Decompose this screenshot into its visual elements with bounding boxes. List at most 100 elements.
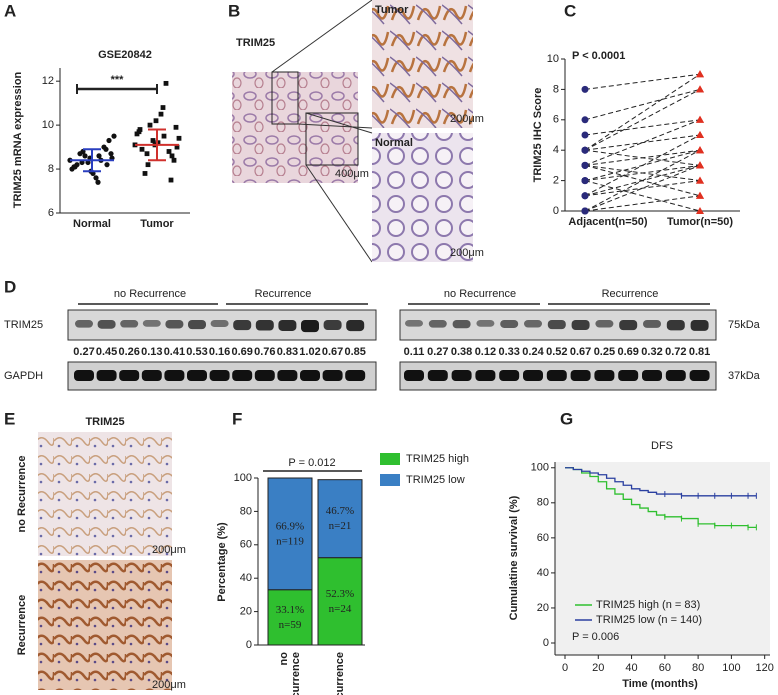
ihc-image <box>38 560 172 690</box>
band-quant: 0.45 <box>96 346 117 358</box>
control-band <box>523 370 543 381</box>
control-band <box>254 370 275 381</box>
protein-band <box>666 320 685 331</box>
tumor-point <box>696 115 704 123</box>
protein-band <box>323 320 342 331</box>
control-band <box>642 370 662 381</box>
tumor-point <box>696 146 704 154</box>
legend-label: TRIM25 low (n = 140) <box>596 614 702 626</box>
control-band <box>665 370 686 381</box>
x-axis-label: Time (months) <box>622 678 698 690</box>
data-point <box>145 162 151 168</box>
zoom-box <box>305 112 359 166</box>
y-tick-label: 0 <box>543 637 549 649</box>
data-point <box>142 171 148 176</box>
value-label: 33.1% <box>276 604 304 616</box>
y-tick-label: 12 <box>42 75 54 87</box>
row-label: Recurrence <box>16 595 28 656</box>
protein-band <box>97 320 116 329</box>
pair-line <box>584 149 701 166</box>
legend-swatch <box>380 453 400 465</box>
tumor-image <box>372 0 473 128</box>
panel-letter: E <box>4 409 15 428</box>
group-label: no Recurrence <box>444 288 516 300</box>
significance: *** <box>111 74 125 86</box>
x-tick-label: 20 <box>592 662 604 674</box>
group-label: Recurrence <box>602 288 659 300</box>
control-band <box>119 370 140 381</box>
y-tick-label: 80 <box>537 497 549 509</box>
panel-letter: B <box>228 1 240 20</box>
y-axis-label: TRIM25 mRNA expression <box>12 71 24 208</box>
band-quant: 0.69 <box>231 346 252 358</box>
protein-band <box>188 320 206 330</box>
y-tick-label: 40 <box>537 567 549 579</box>
panel-letter: A <box>4 1 16 20</box>
n-label: n=24 <box>329 603 352 615</box>
protein-band <box>524 320 542 328</box>
n-label: n=59 <box>279 619 302 631</box>
band-quant: 0.26 <box>118 346 139 358</box>
y-tick-label: 20 <box>240 606 252 618</box>
data-point <box>166 149 172 154</box>
protein-band <box>476 320 495 327</box>
scale-label: 200μm <box>450 247 484 259</box>
protein-band <box>452 320 471 329</box>
data-point <box>173 124 179 130</box>
scale-label: 200μm <box>152 679 186 691</box>
control-band <box>475 370 496 381</box>
scale-label: 400μm <box>335 168 369 180</box>
control-band <box>427 370 448 381</box>
protein-band <box>643 320 661 328</box>
normal-image <box>372 133 473 262</box>
zoom-line <box>305 164 373 263</box>
tumor-point <box>696 161 704 169</box>
control-band <box>570 370 591 381</box>
tissue-image <box>232 72 358 183</box>
x-tick-label: 40 <box>625 662 637 674</box>
band-quant: 0.33 <box>498 346 519 358</box>
protein-band <box>142 320 161 327</box>
control-band <box>689 370 710 381</box>
band-quant: 0.67 <box>322 346 343 358</box>
group-label: Recurrence <box>255 288 312 300</box>
control-band <box>96 370 117 381</box>
protein-band <box>301 320 319 333</box>
protein-band <box>233 320 252 331</box>
value-label: 46.7% <box>326 505 354 517</box>
adjacent-point <box>581 146 589 154</box>
survival-curve <box>565 467 757 528</box>
y-tick-label: 100 <box>234 472 252 484</box>
legend-label: TRIM25 low <box>406 474 465 486</box>
tumor-point <box>696 70 704 78</box>
protein-band <box>428 320 447 328</box>
control-band <box>141 370 162 381</box>
y-tick-label: 60 <box>240 539 252 551</box>
control-band <box>594 370 615 381</box>
group-label: no Recurrence <box>114 288 186 300</box>
control-band <box>300 370 320 381</box>
adjacent-point <box>581 177 589 185</box>
tumor-point <box>696 207 704 214</box>
protein-band <box>278 320 297 331</box>
control-band <box>277 370 298 381</box>
band-quant: 0.85 <box>344 346 365 358</box>
data-point <box>106 137 112 144</box>
bar-segment <box>267 477 313 591</box>
row-label: no Recurrence <box>16 455 28 532</box>
x-tick-label: Recurrence <box>334 652 346 695</box>
band-quant: 1.02 <box>299 346 320 358</box>
tumor-point <box>696 131 704 138</box>
adjacent-point <box>581 116 589 124</box>
image-label: Tumor <box>375 4 409 16</box>
panel-letter: D <box>4 277 16 296</box>
bar-segment <box>317 479 363 559</box>
zoom-line <box>305 112 373 134</box>
pair-line <box>584 88 701 121</box>
x-tick-label: no <box>278 652 290 666</box>
data-point <box>163 80 169 86</box>
zoom-box <box>271 71 299 125</box>
control-band <box>451 370 472 381</box>
pair-line <box>584 88 701 151</box>
x-tick-label: Normal <box>73 218 111 230</box>
